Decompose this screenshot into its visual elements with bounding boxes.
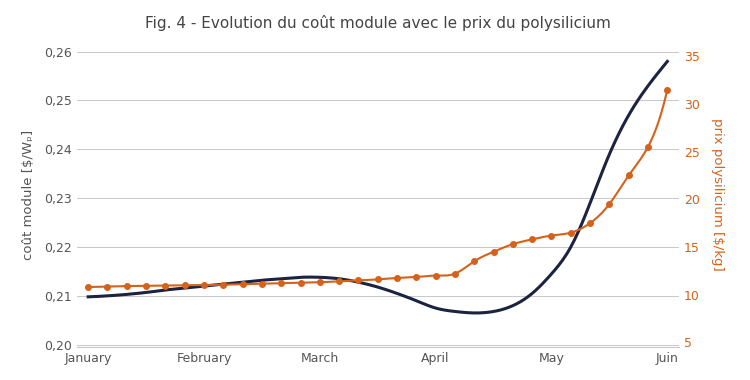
Title: Fig. 4 - Evolution du coût module avec le prix du polysilicium: Fig. 4 - Evolution du coût module avec l…: [145, 15, 610, 31]
Y-axis label: coût module [$/Wₚ]: coût module [$/Wₚ]: [22, 130, 35, 260]
Y-axis label: prix polysilicium [$/kg]: prix polysilicium [$/kg]: [711, 118, 724, 271]
